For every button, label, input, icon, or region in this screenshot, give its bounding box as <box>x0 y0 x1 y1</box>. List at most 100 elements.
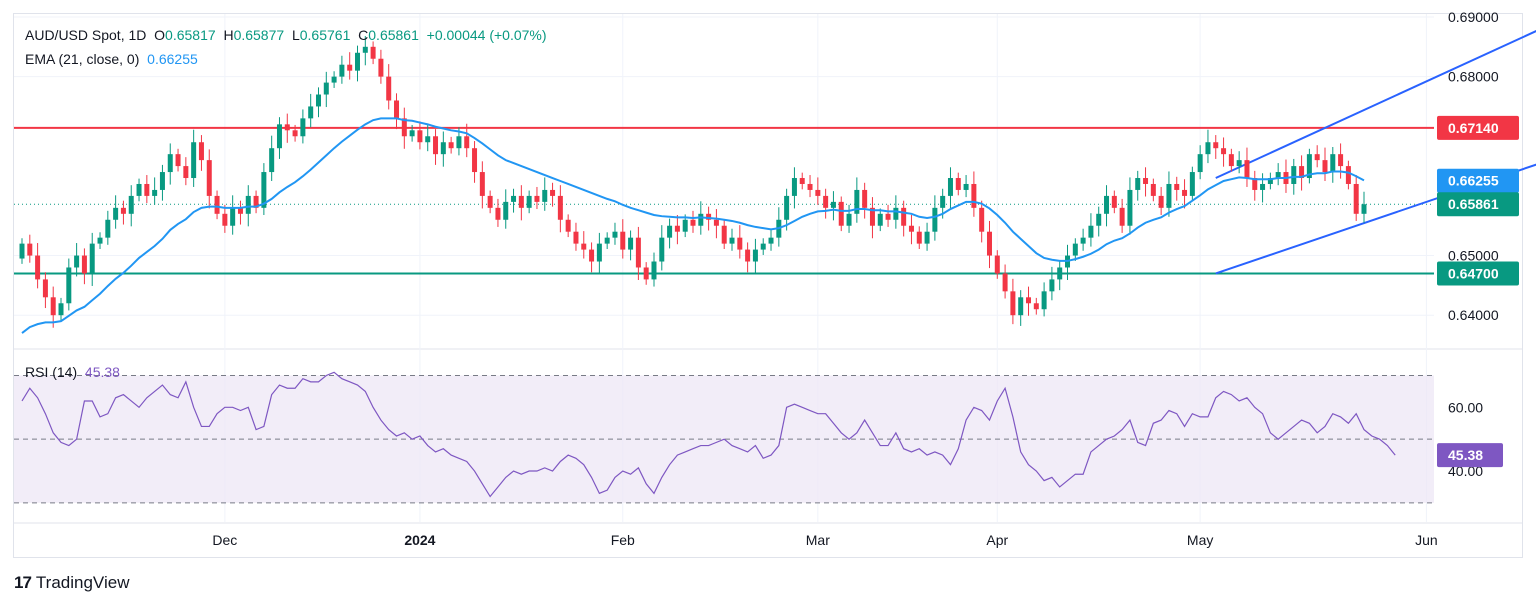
candle-body <box>1158 195 1164 208</box>
candle-body <box>1299 166 1305 179</box>
candle-body <box>877 213 883 226</box>
candle-body <box>690 219 696 226</box>
price-tick-label: 0.69000 <box>1448 9 1499 25</box>
time-tick-label: Dec <box>212 532 237 548</box>
candle-body <box>105 219 111 238</box>
candle-body <box>378 58 384 77</box>
ema-line <box>21 117 1365 334</box>
rsi-tick-label: 60.00 <box>1448 399 1483 415</box>
candle-body <box>823 195 829 208</box>
candle-body <box>511 195 517 202</box>
price-tick-label: 0.68000 <box>1448 69 1499 85</box>
candle-body <box>1072 243 1078 256</box>
candle-body <box>487 195 493 208</box>
last-price-tag-box <box>1437 192 1519 217</box>
ema-legend: EMA (21, close, 0) 0.66255 <box>25 51 198 67</box>
candle-body <box>159 172 165 190</box>
candle-body <box>768 237 774 244</box>
candle-body <box>1143 178 1149 184</box>
candle-body <box>807 183 813 190</box>
candle-body <box>1221 148 1227 155</box>
time-tick-label: Mar <box>806 532 830 548</box>
candle-body <box>994 255 1000 274</box>
candle-body <box>604 237 610 244</box>
candle-body <box>50 297 56 316</box>
candle-body <box>706 213 712 220</box>
candle-body <box>596 243 602 262</box>
candle-body <box>433 136 439 155</box>
candle-body <box>667 225 673 238</box>
candle-body <box>1033 303 1039 310</box>
candle-body <box>1041 291 1047 310</box>
candle-body <box>1306 154 1312 179</box>
candle-body <box>760 243 766 250</box>
candle-body <box>1150 183 1156 196</box>
tradingview-logo-icon: 17 <box>14 573 32 592</box>
candle-body <box>386 76 392 101</box>
candle-body <box>440 142 446 155</box>
candle-body <box>589 249 595 262</box>
candle-body <box>713 219 719 226</box>
candle-body <box>113 207 119 220</box>
candle-body <box>784 195 790 220</box>
candle-body <box>175 154 181 167</box>
candle-body <box>752 249 758 262</box>
candle-body <box>42 279 48 298</box>
candle-body <box>1252 178 1258 190</box>
candle-body <box>1236 160 1242 167</box>
rsi-label: RSI (14) <box>25 364 78 380</box>
candle-body <box>838 201 844 226</box>
candle-body <box>292 130 298 137</box>
candle-body <box>721 225 727 244</box>
candle-body <box>58 303 64 316</box>
candle-body <box>534 195 540 202</box>
candle-body <box>830 201 836 208</box>
candle-body <box>885 213 891 220</box>
legend-high-label: H <box>223 27 234 43</box>
candle-body <box>932 207 938 232</box>
candle-body <box>1260 183 1266 190</box>
ema-price-tag-box <box>1437 168 1519 193</box>
candle-body <box>362 46 368 53</box>
tradingview-name: TradingView <box>35 573 130 592</box>
candle-body <box>167 154 173 173</box>
candle-body <box>339 64 345 77</box>
candle-body <box>128 195 134 214</box>
candle-body <box>869 207 875 226</box>
candle-body <box>620 231 626 250</box>
candle-body <box>464 136 470 149</box>
candle-body <box>144 183 150 196</box>
candle-body <box>269 148 275 173</box>
time-tick-label: 2024 <box>404 532 435 548</box>
candle-body <box>1338 154 1344 167</box>
candle-body <box>971 183 977 208</box>
candle-body <box>1353 183 1359 214</box>
resistance-price-tag-label: 0.67140 <box>1448 120 1499 136</box>
legend-high-value: 0.65877 <box>233 27 285 43</box>
candle-body <box>1361 204 1367 214</box>
candle-body <box>1018 297 1024 316</box>
candle-body <box>245 195 251 214</box>
candle-body <box>1080 237 1086 244</box>
price-tick-label: 0.65000 <box>1448 248 1499 264</box>
candle-body <box>1322 160 1328 173</box>
candle-body <box>323 82 329 95</box>
legend-open-label: O <box>154 27 166 43</box>
candle-body <box>1197 154 1203 173</box>
candle-body <box>955 178 961 190</box>
rsi-value-tag-label: 45.38 <box>1448 447 1483 463</box>
tradingview-footer[interactable]: 17 TradingView <box>14 573 129 593</box>
candle-body <box>370 46 376 59</box>
candle-body <box>284 124 290 131</box>
candle-body <box>1135 178 1141 190</box>
resistance-price-tag-box <box>1437 115 1519 140</box>
candle-body <box>1088 225 1094 238</box>
candle-body <box>74 255 80 268</box>
candle-body <box>612 231 618 238</box>
ema-price-tag-label: 0.66255 <box>1448 173 1499 189</box>
candle-body <box>222 213 228 226</box>
candle-body <box>526 195 532 208</box>
candle-body <box>1119 207 1125 226</box>
candle-body <box>979 207 985 232</box>
